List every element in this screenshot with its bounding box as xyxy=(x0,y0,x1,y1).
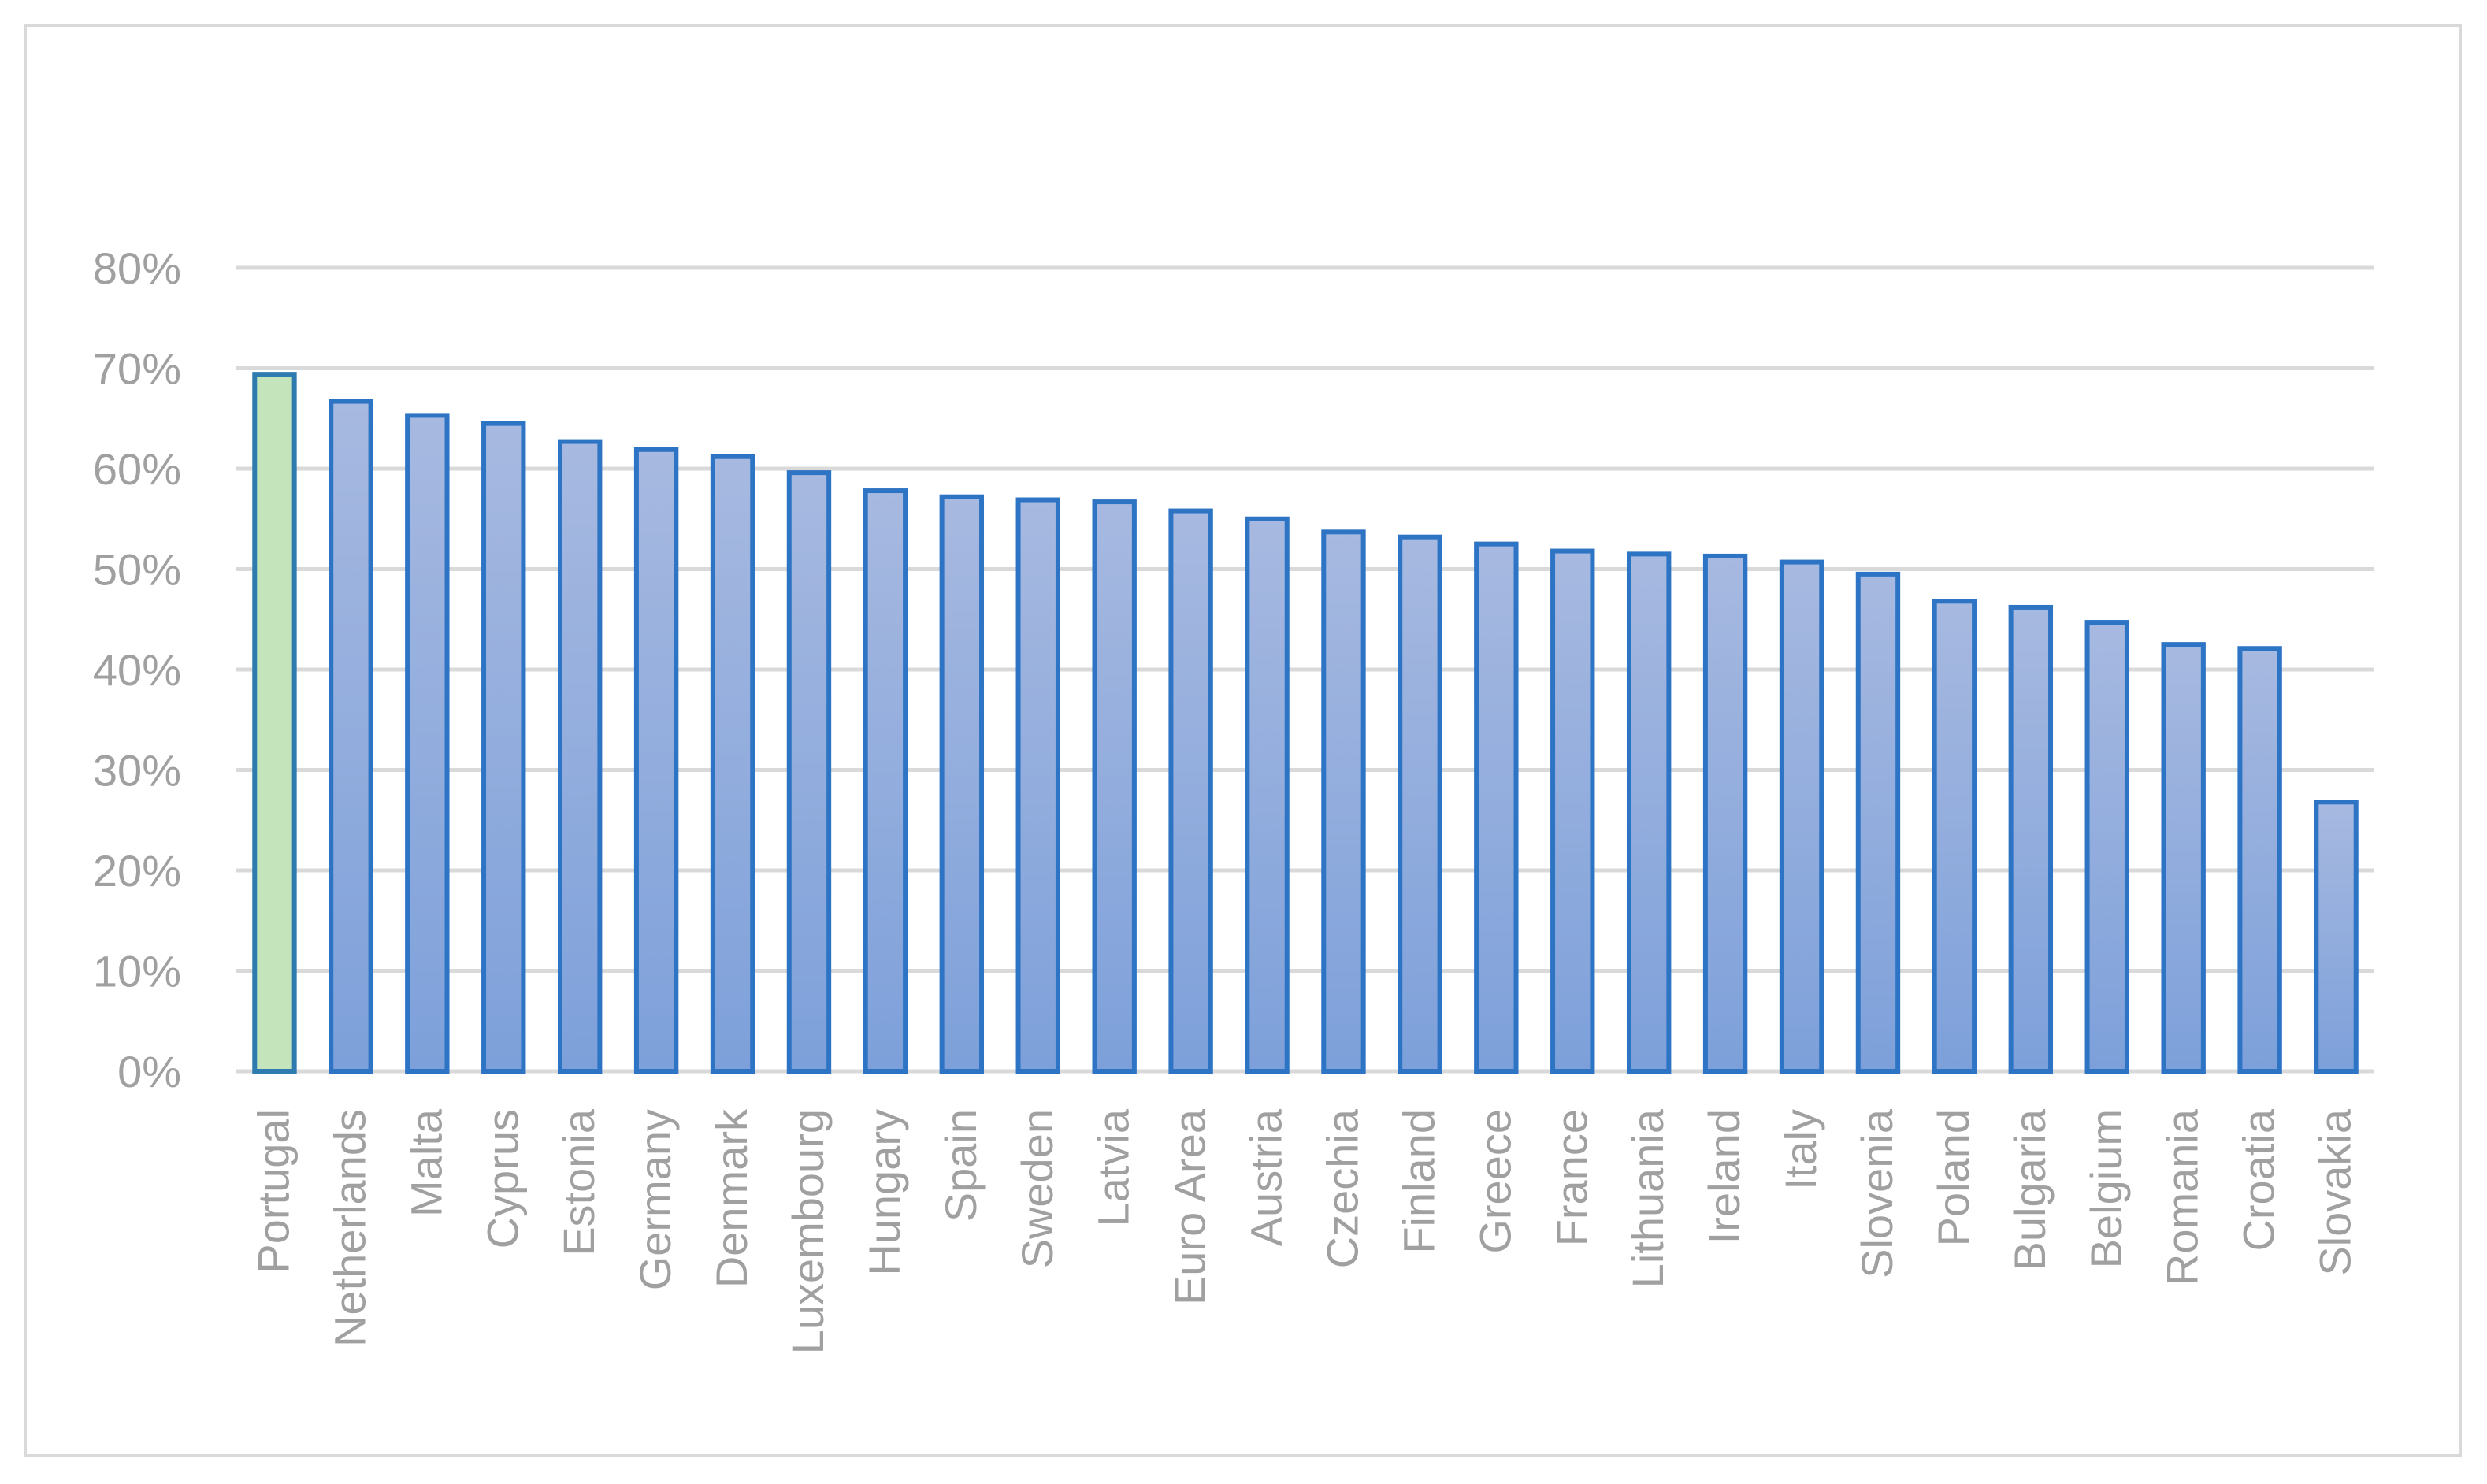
x-tick-label: Czechia xyxy=(1317,1108,1367,1268)
bar-cyprus xyxy=(481,421,526,1074)
bar-poland xyxy=(1932,599,1977,1074)
bar-sweden xyxy=(1015,497,1060,1074)
bar-estonia xyxy=(557,439,603,1074)
x-tick-label: Euro Area xyxy=(1165,1108,1215,1305)
bar-bulgaria xyxy=(2008,604,2054,1074)
y-tick-label: 20% xyxy=(93,846,181,896)
bar-chart: 0% 10% 20% 30% 40% 50% 60% 70% 80% Portugal Nethe… xyxy=(93,243,2374,1354)
y-tick-label: 30% xyxy=(93,746,181,796)
y-tick-label: 60% xyxy=(93,444,181,494)
x-tick-label: Lithuania xyxy=(1623,1108,1672,1288)
x-tick-label: Portugal xyxy=(248,1109,298,1274)
x-tick-label: Denmark xyxy=(707,1108,756,1288)
x-tick-label: Romania xyxy=(2158,1108,2207,1286)
y-tick-label: 40% xyxy=(93,645,181,695)
bar-malta xyxy=(405,413,450,1074)
y-axis-tick-labels: 0% 10% 20% 30% 40% 50% 60% 70% 80% xyxy=(93,243,181,1096)
x-tick-label: Germany xyxy=(630,1109,680,1290)
bar-germany xyxy=(633,447,679,1074)
x-tick-label: Hungary xyxy=(859,1109,909,1276)
x-tick-label: Estonia xyxy=(554,1108,603,1256)
bar-austria xyxy=(1245,516,1290,1074)
bar-portugal xyxy=(252,372,297,1074)
bar-slovenia xyxy=(1855,571,1901,1074)
bar-slovakia xyxy=(2314,800,2359,1074)
bar-croatia xyxy=(2237,646,2282,1074)
bar-finland xyxy=(1398,534,1442,1074)
bar-spain xyxy=(939,494,985,1074)
x-tick-label: Netherlands xyxy=(325,1109,374,1347)
x-tick-label: Austria xyxy=(1242,1108,1291,1246)
y-tick-label: 50% xyxy=(93,545,181,595)
bar-ireland xyxy=(1702,553,1748,1074)
x-tick-label: Slovenia xyxy=(1852,1108,1902,1278)
x-tick-label: Latvia xyxy=(1089,1108,1138,1226)
x-tick-label: Italy xyxy=(1776,1109,1825,1190)
chart-frame: 0% 10% 20% 30% 40% 50% 60% 70% 80% Portugal Nethe… xyxy=(24,24,2462,1457)
bar-romania xyxy=(2161,642,2206,1074)
x-tick-label: Luxembourg xyxy=(783,1109,833,1354)
x-tick-label: France xyxy=(1546,1109,1596,1246)
y-tick-label: 80% xyxy=(93,243,181,293)
gridlines xyxy=(236,265,2374,1074)
x-tick-label: Sweden xyxy=(1012,1109,1062,1268)
x-tick-label: Greece xyxy=(1470,1109,1520,1254)
bar-belgium xyxy=(2084,620,2129,1074)
x-tick-label: Ireland xyxy=(1699,1109,1749,1244)
bar-denmark xyxy=(710,454,755,1074)
x-tick-label: Poland xyxy=(1928,1109,1978,1246)
x-tick-label: Finland xyxy=(1394,1109,1443,1254)
x-tick-label: Bulgaria xyxy=(2005,1108,2055,1271)
bar-hungary xyxy=(863,488,908,1074)
x-tick-label: Slovakia xyxy=(2311,1108,2360,1276)
x-tick-label: Malta xyxy=(401,1108,451,1217)
y-tick-label: 0% xyxy=(117,1047,181,1096)
x-tick-label: Cyprus xyxy=(477,1109,527,1248)
bar-netherlands xyxy=(329,399,373,1074)
bars xyxy=(252,372,2359,1074)
bar-lithuania xyxy=(1626,551,1672,1074)
bar-euro-area xyxy=(1168,508,1213,1074)
y-tick-label: 70% xyxy=(93,344,181,394)
bar-greece xyxy=(1474,541,1519,1074)
bar-luxembourg xyxy=(786,470,832,1074)
y-tick-label: 10% xyxy=(93,947,181,996)
x-tick-label: Belgium xyxy=(2081,1109,2131,1268)
bar-italy xyxy=(1779,559,1824,1074)
bar-czechia xyxy=(1321,529,1366,1074)
x-tick-label: Spain xyxy=(936,1109,986,1222)
x-axis-tick-labels: Portugal Netherlands Malta Cyprus Estonia Ger… xyxy=(248,1108,2359,1354)
bar-latvia xyxy=(1092,499,1137,1074)
x-tick-label: Croatia xyxy=(2234,1108,2284,1251)
bar-france xyxy=(1550,548,1595,1074)
